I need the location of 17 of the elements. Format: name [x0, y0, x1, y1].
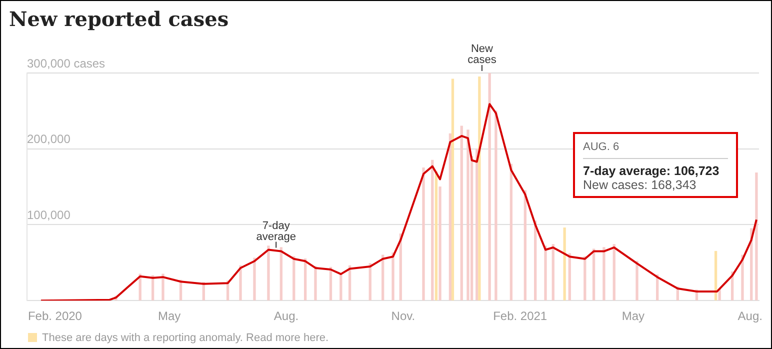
y-tick-label: 300,000 cases: [27, 56, 106, 70]
annotation: 7-day average: 106,723: [583, 164, 720, 178]
x-tick-label: Feb. 2021: [493, 309, 548, 324]
x-tick-label: May: [622, 309, 645, 324]
annotation: New cases: [468, 43, 497, 66]
x-tick-label: Aug.: [738, 309, 762, 324]
x-tick-label: May: [158, 309, 181, 324]
x-tick-label: Feb. 2020: [28, 309, 82, 324]
y-tick-label: 200,000: [27, 132, 71, 146]
y-tick-label: 100,000: [27, 208, 71, 222]
annotation: New cases: 168,343: [583, 178, 698, 192]
text: These are days with a reporting anomaly. Read more here.: [41, 332, 329, 344]
annotation: AUG. 6: [583, 138, 728, 159]
x-tick-label: Nov.: [391, 309, 416, 324]
x-tick-label: Aug.: [274, 309, 299, 324]
chart-title: New reported cases: [9, 7, 229, 31]
annotation: 7-day average: [256, 220, 296, 243]
